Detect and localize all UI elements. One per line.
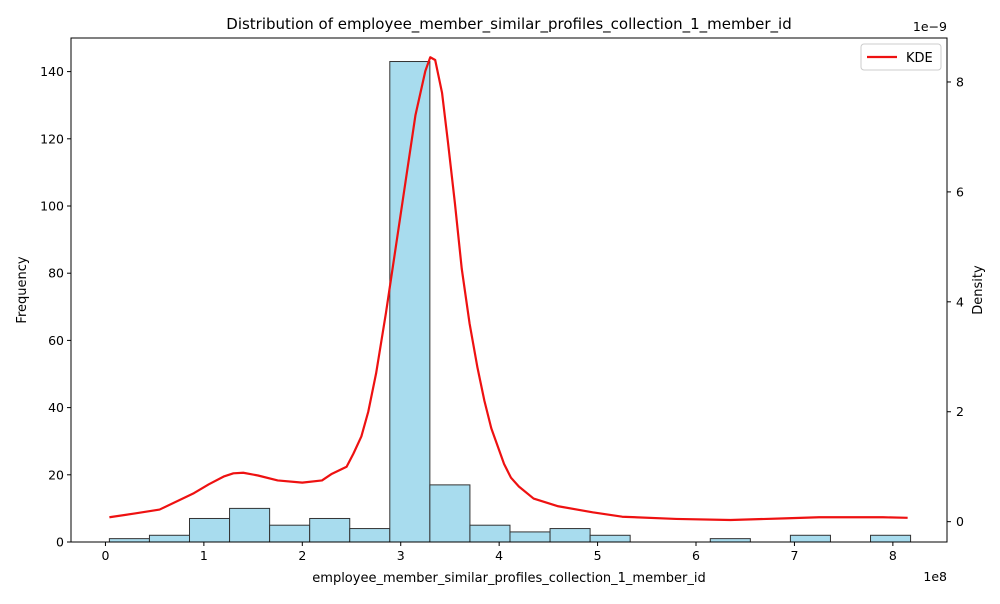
y2-tick-label: 0 (956, 514, 964, 529)
x-tick-label: 0 (101, 548, 109, 563)
y-tick-label: 40 (48, 400, 64, 415)
y-tick-label: 100 (40, 199, 64, 214)
histogram-bar (509, 531, 551, 543)
y2-axis-ticks: 0 2 4 6 8 (947, 74, 964, 529)
histogram-bar (229, 507, 271, 543)
histogram-bar (309, 517, 351, 543)
histogram-bar (108, 538, 150, 543)
y2-tick-label: 6 (956, 184, 964, 199)
x-axis-ticks: 0 1 2 3 4 5 6 7 8 (101, 542, 897, 563)
kde-curve (109, 56, 908, 522)
y-tick-label: 20 (48, 467, 64, 482)
histogram-bar (429, 484, 471, 543)
y2-tick-label: 8 (956, 74, 964, 89)
histogram-bar (148, 534, 191, 543)
y-axis-ticks: 0 20 40 60 80 100 120 140 (40, 64, 71, 550)
histogram-bar (589, 534, 631, 543)
x-axis-label: employee_member_similar_profiles_collect… (312, 571, 705, 586)
histogram-bar (549, 528, 591, 543)
legend-box (860, 43, 942, 71)
x-tick-label: 6 (692, 548, 700, 563)
histogram-bar (269, 524, 311, 543)
histogram-bar (709, 538, 751, 543)
legend-kde-label: KDE (906, 51, 933, 66)
y-tick-label: 0 (56, 535, 64, 550)
y-tick-label: 60 (48, 333, 64, 348)
y-tick-label: 80 (48, 266, 64, 281)
y2-tick-label: 4 (956, 294, 964, 309)
plot-frame (70, 37, 948, 543)
x-tick-label: 3 (397, 548, 405, 563)
x-scale-label: 1e8 (923, 569, 947, 584)
histogram-bar (389, 61, 431, 543)
x-tick-label: 2 (298, 548, 306, 563)
chart-title: Distribution of employee_member_similar_… (226, 15, 791, 34)
y-axis-label: Frequency (15, 256, 30, 323)
x-tick-label: 7 (790, 548, 798, 563)
histogram-bar (789, 534, 831, 543)
histogram-bar (469, 524, 511, 543)
y2-axis-label: Density (971, 265, 986, 315)
y-tick-label: 120 (40, 131, 64, 146)
y2-tick-label: 2 (956, 404, 964, 419)
histogram-bar (349, 528, 391, 543)
x-tick-label: 1 (200, 548, 208, 563)
y-tick-label: 140 (40, 64, 64, 79)
y2-scale-label: 1e−9 (913, 19, 947, 34)
x-tick-label: 5 (594, 548, 602, 563)
x-tick-label: 4 (495, 548, 503, 563)
histogram-bar (189, 517, 231, 543)
x-tick-label: 8 (889, 548, 897, 563)
legend: KDE (860, 43, 942, 71)
kde-line (109, 56, 908, 522)
histogram-bars (108, 61, 912, 543)
histogram-bar (870, 534, 912, 543)
